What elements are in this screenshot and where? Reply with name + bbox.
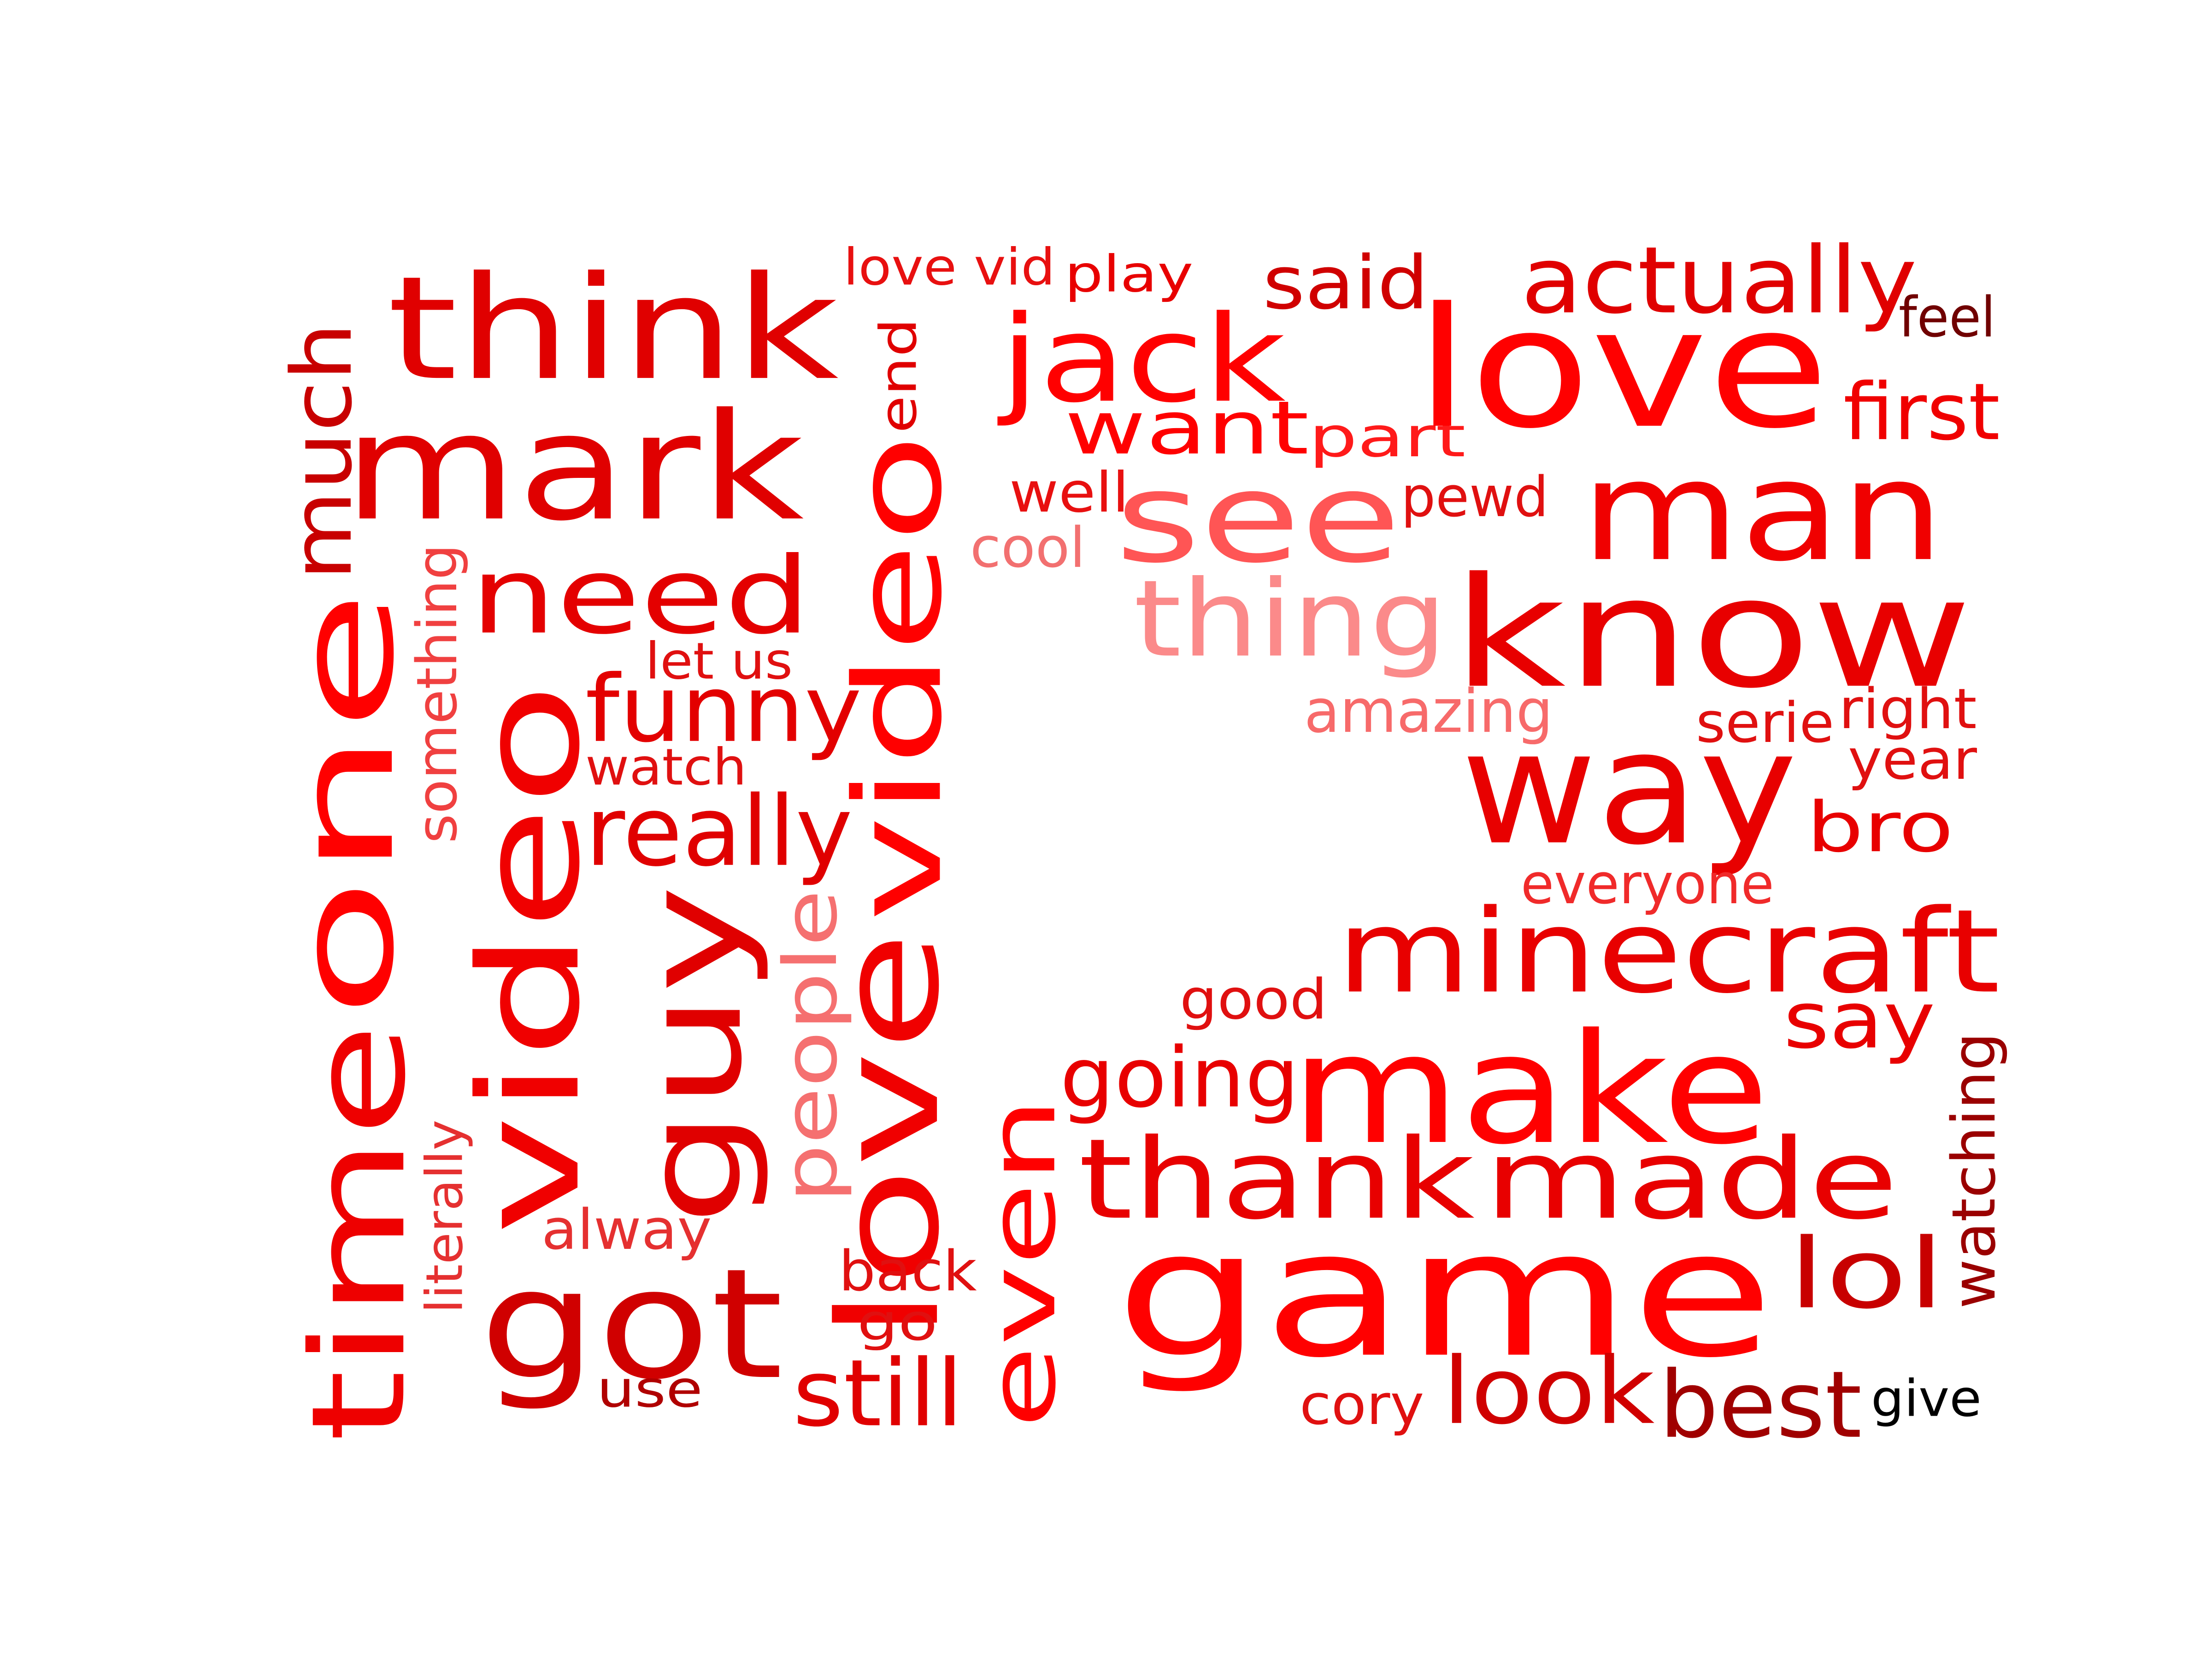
word-love-vid: love vid (843, 237, 1055, 297)
word-play: play (1065, 244, 1194, 304)
word-watch: watch (585, 737, 747, 797)
word-amazing: amazing (1304, 677, 1553, 747)
word-well: well (1009, 460, 1130, 525)
word-think: think (387, 246, 839, 412)
word-year: year (1848, 728, 1977, 793)
word-bro: bro (1806, 787, 1954, 868)
word-make: make (1290, 1000, 1770, 1178)
word-back: back (839, 1239, 977, 1304)
word-mark: mark (343, 382, 804, 554)
word-part: part (1309, 405, 1466, 470)
word-one: one (268, 589, 424, 1018)
word-alway: alway (541, 1198, 712, 1263)
word-man: man (1581, 431, 1945, 592)
word-lol: lol (1788, 1218, 1945, 1330)
word-say: say (1783, 975, 1936, 1066)
word-pewd: pewd (1401, 465, 1549, 530)
word-minecraft: minecraft (1336, 884, 2000, 1019)
word-going: going (1060, 1030, 1300, 1126)
word-thing: thing (1134, 558, 1447, 681)
word-know: know (1452, 544, 1973, 722)
word-video-left: video (449, 682, 610, 1235)
word-actually: actually (1521, 227, 1918, 335)
word-cory: cory (1300, 1373, 1424, 1438)
word-right: right (1839, 677, 1977, 742)
word-got: got (479, 1235, 784, 1413)
word-see: see (1115, 446, 1401, 591)
word-look: look (1442, 1338, 1655, 1445)
word-much: much (274, 322, 371, 581)
word-first: first (1843, 367, 2000, 458)
word-good: good (1180, 967, 1328, 1032)
word-use: use (597, 1359, 703, 1419)
word-game: game (1115, 1192, 1774, 1397)
word-said: said (1263, 240, 1429, 326)
word-watching: watching (1939, 1032, 2009, 1309)
word-video-right: video (829, 433, 968, 922)
word-guy: guy (616, 885, 771, 1226)
word-made: made (1484, 1115, 1899, 1244)
word-go: go (857, 1293, 938, 1352)
word-end: end (869, 318, 928, 433)
word-serie: serie (1696, 691, 1835, 756)
word-want: want (1065, 385, 1309, 471)
word-even: even (969, 1097, 1077, 1429)
word-everyone: everyone (1521, 852, 1774, 917)
word-really: really (585, 775, 853, 888)
word-way: way (1461, 696, 1798, 880)
word-love-large: love (1415, 271, 1830, 465)
word-still: still (793, 1340, 964, 1447)
word-cool: cool (970, 516, 1086, 581)
word-jack: jack (1000, 289, 1286, 429)
word-feel: feel (1899, 285, 1996, 350)
word-time: time (284, 1023, 434, 1442)
word-give: give (1871, 1369, 1982, 1428)
word-literally: literally (415, 1119, 474, 1313)
word-need: need (470, 535, 811, 658)
word-funny: funny (585, 656, 862, 763)
word-best: best (1659, 1352, 1862, 1459)
word-thank: thank (1078, 1115, 1475, 1244)
word-let-us: let us (645, 631, 793, 691)
